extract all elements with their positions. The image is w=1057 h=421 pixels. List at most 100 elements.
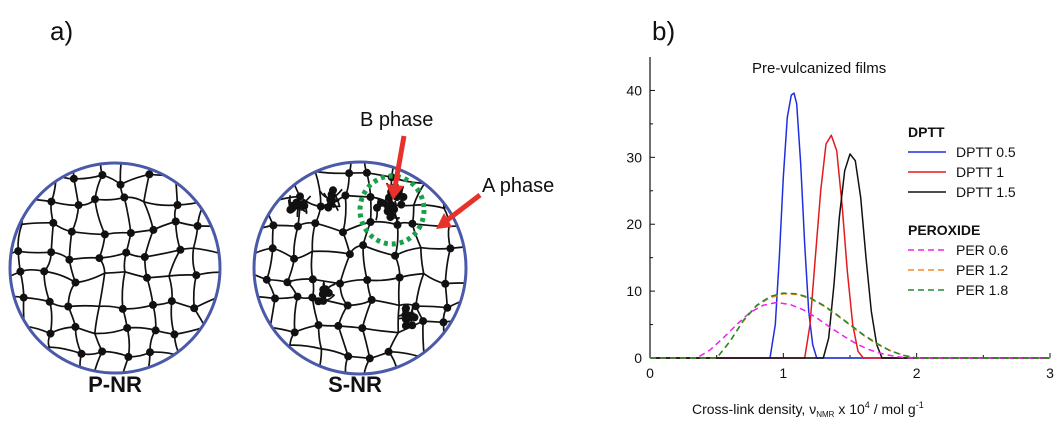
network-chain [394,246,422,257]
network-chain [488,305,497,331]
crosslink-node [71,278,80,287]
network-chain [19,398,50,399]
network-chain [223,153,226,176]
network-chain [266,379,297,382]
network-chain [143,200,178,207]
network-chain [470,322,474,358]
series-line-dptt-0-5 [650,92,1050,359]
crosslink-node [296,192,304,201]
series-line-dptt-1 [650,134,1050,359]
network-chain [241,150,266,154]
s-nr-caption: S-NR [328,372,382,397]
network-chain [274,402,290,407]
crosslink-node [308,293,317,302]
crosslink-node [339,228,347,237]
network-chain [464,357,466,374]
network-chain [263,327,271,350]
crosslink-node [64,302,73,311]
network-chain [68,304,100,308]
crosslink-node [65,255,74,264]
network-chain [423,344,445,360]
network-chain [50,173,58,202]
network-chain [474,347,498,358]
network-chain [246,202,250,232]
network-chain [120,173,150,186]
network-chain [168,273,197,277]
legend-title-peroxide: PEROXIDE [908,222,980,238]
network-chain [451,154,464,157]
network-chain [413,204,445,210]
network-chain [18,177,26,200]
panel-a-label: a) [50,16,73,46]
network-chain [98,397,119,407]
crosslink-node [439,318,448,327]
network-chain [1,360,4,374]
network-chain [127,326,156,332]
network-chain [225,331,227,360]
network-chain [412,182,426,206]
crosslink-node [359,241,368,250]
crosslink-node [345,250,354,259]
network-chain [468,283,475,296]
network-chain [264,162,273,183]
crosslink-node [19,293,28,302]
network-chain [362,244,396,257]
network-chain [417,380,441,382]
network-chain [371,299,400,307]
network-chain [122,304,154,310]
network-chain [221,227,253,232]
y-tick-label: 30 [626,149,642,165]
network-chain [423,162,428,184]
crosslink-node [14,247,23,256]
network-chain [10,198,25,210]
network-chain [192,248,198,276]
network-chain [444,248,452,284]
panel-b: b) Pre-vulcanized films 0 10 20 30 40 0 1 2 3 DP… [626,16,1054,419]
network-chain [465,376,498,383]
crosslink-node [283,278,292,287]
network-chain [119,404,149,407]
crosslink-node [45,297,54,306]
crosslink-node [408,219,417,228]
network-chain [193,247,220,257]
network-chain [397,305,401,333]
network-chain [254,178,273,184]
network-chain [475,246,491,247]
a-phase-arrow [444,193,482,223]
network-chain [244,256,249,270]
crosslink-node [140,253,149,261]
p-nr-network [1,147,253,407]
crosslink-node [171,217,180,226]
s-nr-circle [252,160,468,376]
network-chain [315,149,350,152]
network-chain [245,377,248,406]
crosslink-node [293,222,302,231]
y-tick-label: 10 [626,283,642,299]
network-chain [142,174,151,202]
network-chain [48,163,58,174]
network-chain [254,321,271,329]
network-chain [74,378,82,403]
cluster-chain [322,280,326,291]
network-chain [51,200,79,207]
network-chain [126,327,131,358]
network-chain [397,371,418,374]
crosslink-node [193,222,202,230]
network-chain [441,381,465,383]
cluster-chain [323,282,330,294]
network-chain [243,147,245,184]
crosslink-node [441,279,450,288]
crosslink-node [47,248,56,257]
crosslink-node [343,301,352,310]
network-chain [194,181,208,201]
network-chain [180,350,195,357]
network-chain [464,146,497,155]
b-phase-highlight [357,173,427,247]
network-chain [149,398,180,404]
crosslink-node [124,352,133,361]
s-nr-network [241,146,498,407]
legend-entry: PER 1.8 [956,282,1008,298]
network-chain [468,246,475,283]
network-chain [265,248,274,280]
crosslink-node [293,292,302,301]
